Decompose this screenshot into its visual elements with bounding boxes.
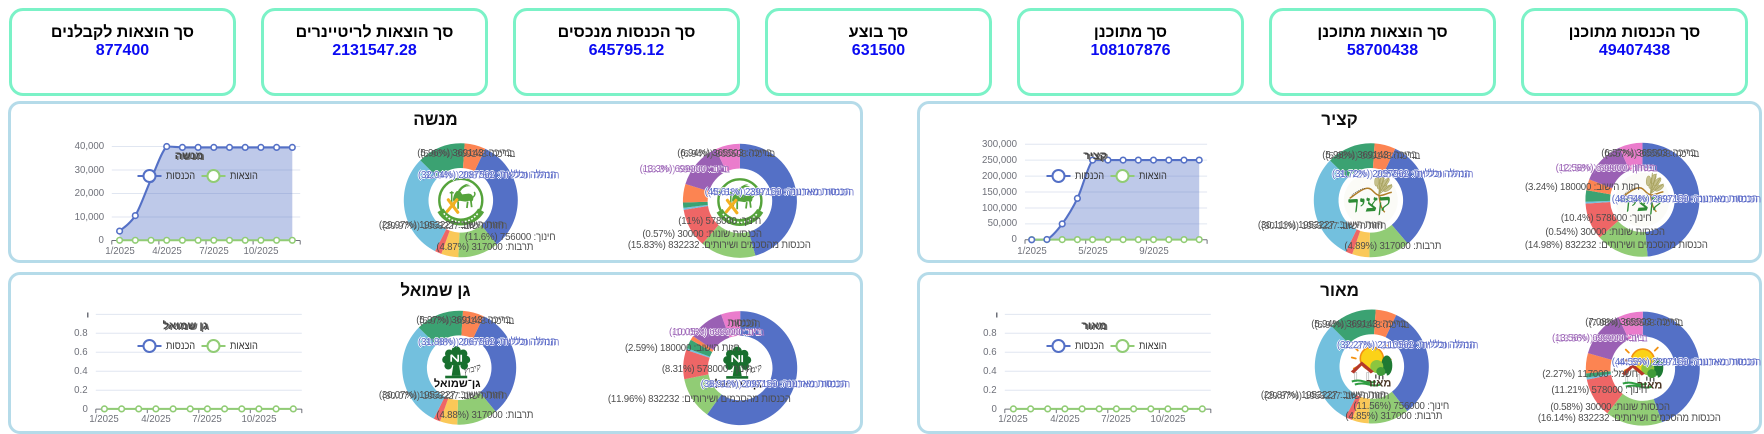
svg-text:גן־שמואל: גן־שמואל	[434, 377, 481, 390]
svg-text:מאור: מאור	[1366, 378, 1391, 390]
svg-text:קציר: קציר	[1346, 190, 1391, 219]
svg-text:קציר: קציר	[1618, 189, 1663, 218]
svg-text:גן־שמואל: גן־שמואל	[715, 378, 762, 391]
svg-text:מאור: מאור	[1637, 380, 1662, 392]
